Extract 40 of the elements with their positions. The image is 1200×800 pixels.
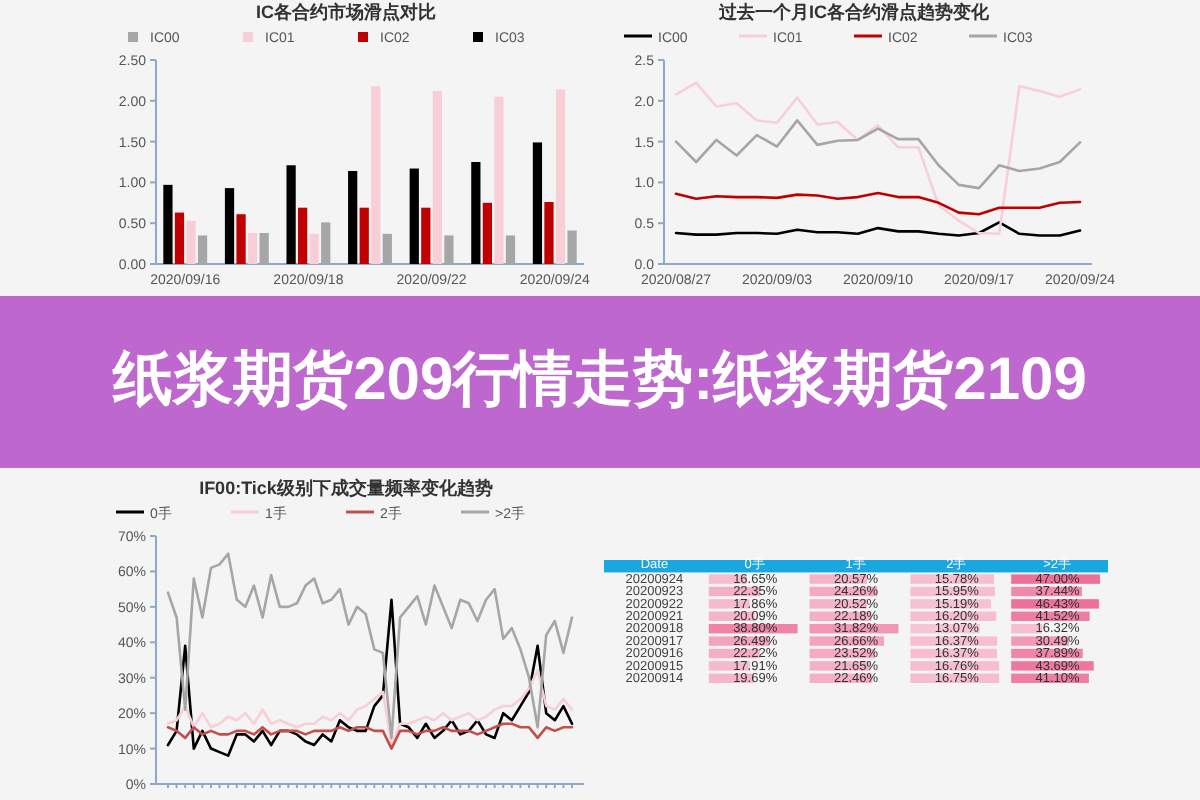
bar xyxy=(421,207,431,264)
line-series xyxy=(166,722,574,750)
bar xyxy=(359,207,369,264)
line-series xyxy=(166,669,574,747)
bar xyxy=(286,165,296,264)
chart-title: IC各合约市场滑点对比 xyxy=(256,2,436,22)
bar xyxy=(432,91,442,264)
bar xyxy=(371,86,381,264)
bar xyxy=(544,201,554,264)
bar xyxy=(186,220,196,264)
bar xyxy=(555,89,566,264)
bar xyxy=(259,232,269,264)
bar xyxy=(236,214,246,264)
line-series xyxy=(674,221,1082,237)
bar xyxy=(505,235,516,264)
bar xyxy=(163,184,173,264)
line-series xyxy=(674,81,1082,236)
bar xyxy=(298,207,308,264)
chart-title: IF00:Tick级别下成交量频率变化趋势 xyxy=(199,478,493,498)
bar xyxy=(247,232,258,264)
chart-title: 过去一个月IC各合约滑点趋势变化 xyxy=(717,2,991,22)
bar xyxy=(174,212,185,264)
line-series xyxy=(166,552,574,740)
bar xyxy=(348,170,358,264)
bar xyxy=(224,188,235,264)
line-series xyxy=(674,191,1082,216)
bar xyxy=(197,235,208,264)
line-series xyxy=(166,598,574,757)
bar xyxy=(409,168,419,264)
bar xyxy=(444,235,454,264)
bar xyxy=(309,233,319,264)
bar xyxy=(494,96,504,264)
bar xyxy=(321,222,331,264)
bar xyxy=(567,230,577,264)
text: 纸浆期货209行情走势:纸浆期货2109 xyxy=(111,346,1087,413)
bar xyxy=(532,142,543,264)
bar xyxy=(382,233,392,264)
bar xyxy=(471,162,481,264)
bar xyxy=(482,202,493,264)
line-series xyxy=(674,119,1082,190)
